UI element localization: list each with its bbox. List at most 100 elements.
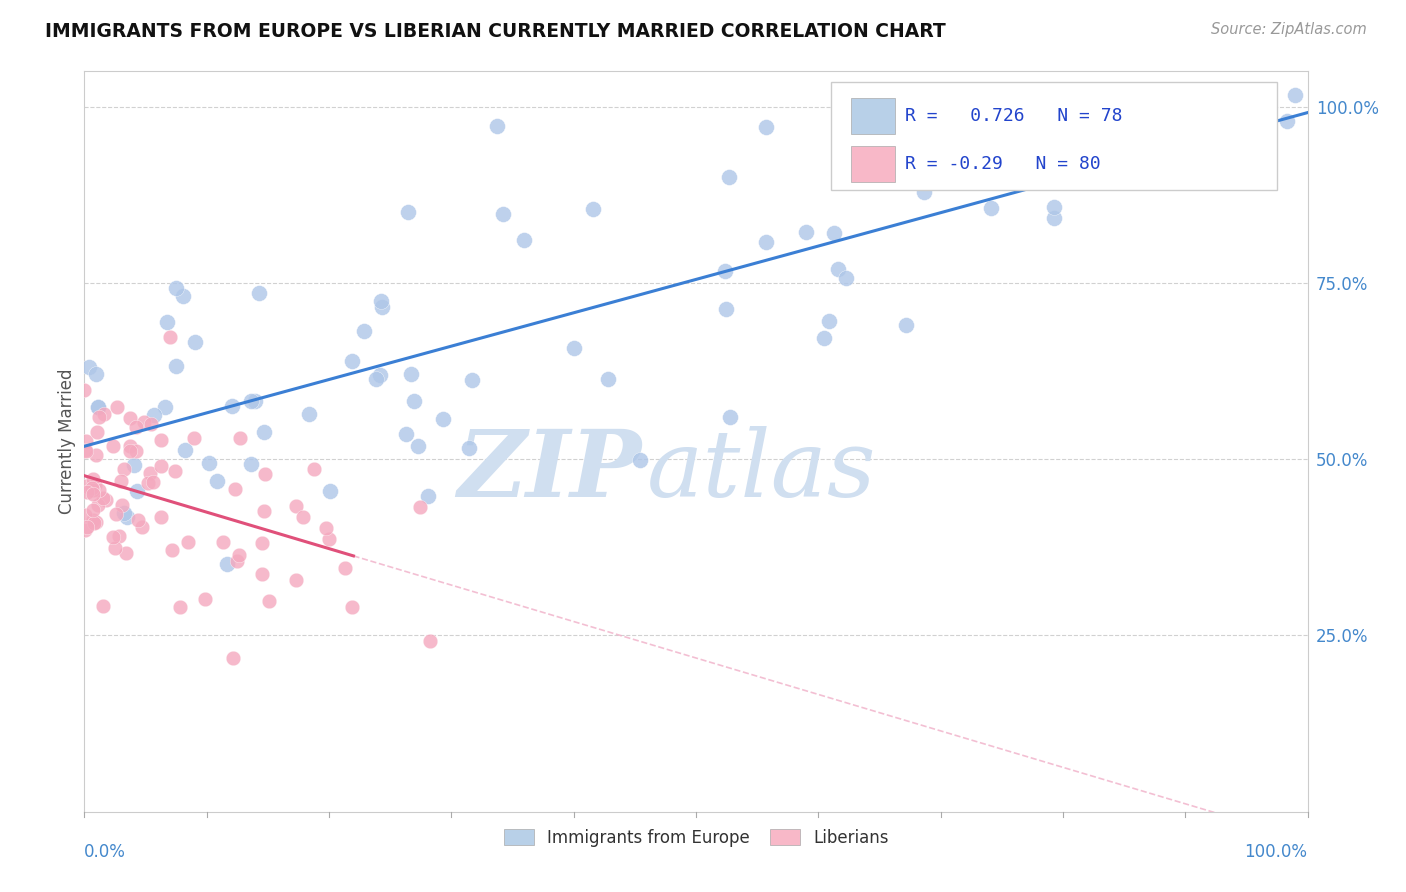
Point bbox=[1239, 86, 1261, 100]
Point bbox=[75, 434, 97, 449]
Point bbox=[75, 442, 97, 457]
Point bbox=[143, 408, 166, 422]
Point bbox=[302, 462, 325, 476]
Point bbox=[240, 457, 263, 471]
Point bbox=[416, 489, 439, 503]
Point bbox=[319, 483, 342, 498]
Point bbox=[834, 270, 856, 285]
Point bbox=[225, 554, 247, 568]
Point bbox=[82, 503, 104, 517]
Point bbox=[457, 441, 479, 455]
Point bbox=[228, 548, 250, 562]
FancyBboxPatch shape bbox=[851, 98, 896, 134]
Point bbox=[115, 509, 138, 524]
Point bbox=[84, 448, 107, 462]
Point bbox=[754, 235, 776, 249]
Point bbox=[84, 477, 107, 491]
Point bbox=[823, 226, 845, 240]
Point bbox=[406, 439, 429, 453]
Point bbox=[174, 443, 197, 458]
Point bbox=[86, 367, 108, 381]
Point bbox=[1147, 156, 1170, 170]
Point bbox=[318, 532, 340, 546]
Point bbox=[714, 302, 737, 317]
Point bbox=[240, 394, 263, 409]
Point bbox=[127, 513, 149, 527]
Point bbox=[315, 521, 337, 535]
Point bbox=[755, 120, 778, 134]
Point bbox=[1284, 88, 1306, 103]
Point bbox=[112, 506, 135, 520]
Point bbox=[101, 439, 124, 453]
Point bbox=[368, 368, 391, 383]
Point bbox=[127, 484, 149, 499]
Point bbox=[827, 261, 849, 276]
Point bbox=[156, 316, 179, 330]
Point bbox=[131, 520, 153, 534]
Point bbox=[297, 407, 319, 421]
Point bbox=[419, 633, 441, 648]
Point bbox=[432, 412, 454, 426]
Point bbox=[224, 482, 246, 496]
Point bbox=[153, 400, 176, 414]
Point bbox=[176, 535, 198, 549]
Point bbox=[582, 202, 605, 216]
Point bbox=[353, 324, 375, 338]
Point bbox=[342, 354, 364, 368]
Point bbox=[252, 567, 274, 582]
Point bbox=[104, 541, 127, 556]
Point bbox=[87, 498, 110, 512]
Text: R =   0.726   N = 78: R = 0.726 N = 78 bbox=[905, 107, 1122, 125]
Point bbox=[142, 475, 165, 490]
Point bbox=[165, 281, 187, 295]
Point bbox=[91, 599, 114, 613]
Point bbox=[1015, 140, 1038, 154]
Point bbox=[165, 464, 187, 478]
Text: IMMIGRANTS FROM EUROPE VS LIBERIAN CURRENTLY MARRIED CORRELATION CHART: IMMIGRANTS FROM EUROPE VS LIBERIAN CURRE… bbox=[45, 22, 946, 41]
Point bbox=[132, 415, 155, 429]
Point bbox=[250, 535, 273, 549]
Point bbox=[149, 510, 172, 524]
Point bbox=[73, 383, 96, 397]
Point bbox=[93, 407, 115, 421]
Point bbox=[818, 314, 841, 328]
Point bbox=[205, 474, 228, 488]
Point bbox=[977, 125, 1000, 139]
Point bbox=[136, 475, 159, 490]
Point bbox=[222, 650, 245, 665]
Point bbox=[198, 456, 221, 470]
Point bbox=[217, 557, 239, 571]
Point bbox=[115, 546, 138, 560]
Text: 100.0%: 100.0% bbox=[1244, 843, 1308, 861]
Legend: Immigrants from Europe, Liberians: Immigrants from Europe, Liberians bbox=[496, 822, 896, 854]
Point bbox=[125, 420, 148, 434]
Point bbox=[83, 516, 105, 530]
Point bbox=[141, 417, 163, 431]
Point bbox=[82, 472, 104, 486]
Point bbox=[714, 264, 737, 278]
Point bbox=[221, 399, 243, 413]
Text: 0.0%: 0.0% bbox=[84, 843, 127, 861]
Point bbox=[160, 543, 183, 558]
Text: atlas: atlas bbox=[647, 426, 876, 516]
Point bbox=[110, 475, 132, 489]
Point bbox=[342, 599, 364, 614]
FancyBboxPatch shape bbox=[831, 82, 1277, 190]
Point bbox=[717, 169, 740, 184]
Point bbox=[120, 411, 142, 425]
Point bbox=[73, 524, 96, 538]
Point bbox=[370, 300, 392, 314]
Point bbox=[91, 491, 114, 506]
Point bbox=[1056, 123, 1078, 137]
Point bbox=[229, 431, 252, 445]
Point bbox=[149, 434, 172, 448]
Point bbox=[76, 520, 98, 534]
Point bbox=[87, 400, 110, 414]
Point bbox=[108, 529, 131, 543]
Point bbox=[122, 458, 145, 473]
Point bbox=[1102, 153, 1125, 167]
Point bbox=[1240, 86, 1263, 100]
Point bbox=[183, 334, 205, 349]
Point bbox=[139, 466, 162, 480]
Point bbox=[80, 482, 103, 496]
